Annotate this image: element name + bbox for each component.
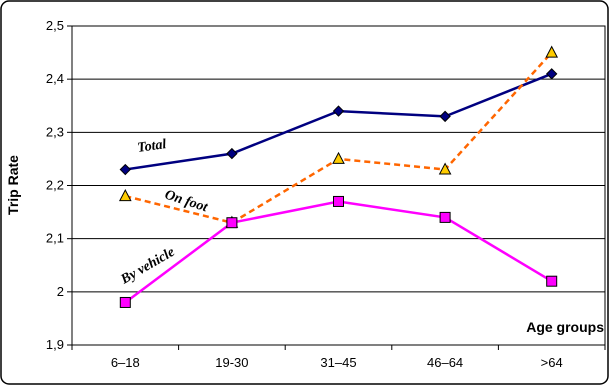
data-point-total [332,105,345,117]
data-point-by-vehicle [333,195,344,207]
marker-layer [118,45,559,308]
data-point-total [545,68,558,80]
x-tick-label: 31–45 [320,355,356,370]
y-tick-label: 2,1 [46,231,64,246]
y-tick-label: 2,4 [46,71,64,86]
data-point-on-foot [118,189,132,202]
data-point-on-foot [545,45,559,58]
data-point-total [439,110,451,123]
data-point-by-vehicle [119,296,131,308]
x-tick-label: 6–18 [111,355,140,370]
data-point-by-vehicle [546,275,558,287]
data-point-total [119,163,132,176]
data-point-by-vehicle [439,211,451,223]
y-tick-label: 1,9 [46,337,64,352]
data-point-on-foot [438,162,452,175]
x-tick-label: 46–64 [427,355,463,370]
y-axis-ticks: 1,9 2 2,1 2,2 2,3 2,4 2,5 [46,18,72,352]
y-tick-label: 2,2 [46,178,64,193]
series-label-total: Total [136,137,167,156]
data-point-on-foot [332,151,345,164]
y-tick-label: 2,5 [46,18,64,33]
x-tick-label: 19-30 [215,355,248,370]
data-point-by-vehicle [226,217,238,229]
y-tick-label: 2,3 [46,124,64,139]
x-axis-ticks: 6–18 19-30 31–45 46–64 >64 [71,345,606,370]
x-tick-label: >64 [541,355,563,370]
x-axis-title: Age groups [526,319,604,335]
y-tick-label: 2 [57,284,64,299]
y-axis-title: Trip Rate [5,155,21,215]
data-point-total [226,147,238,160]
